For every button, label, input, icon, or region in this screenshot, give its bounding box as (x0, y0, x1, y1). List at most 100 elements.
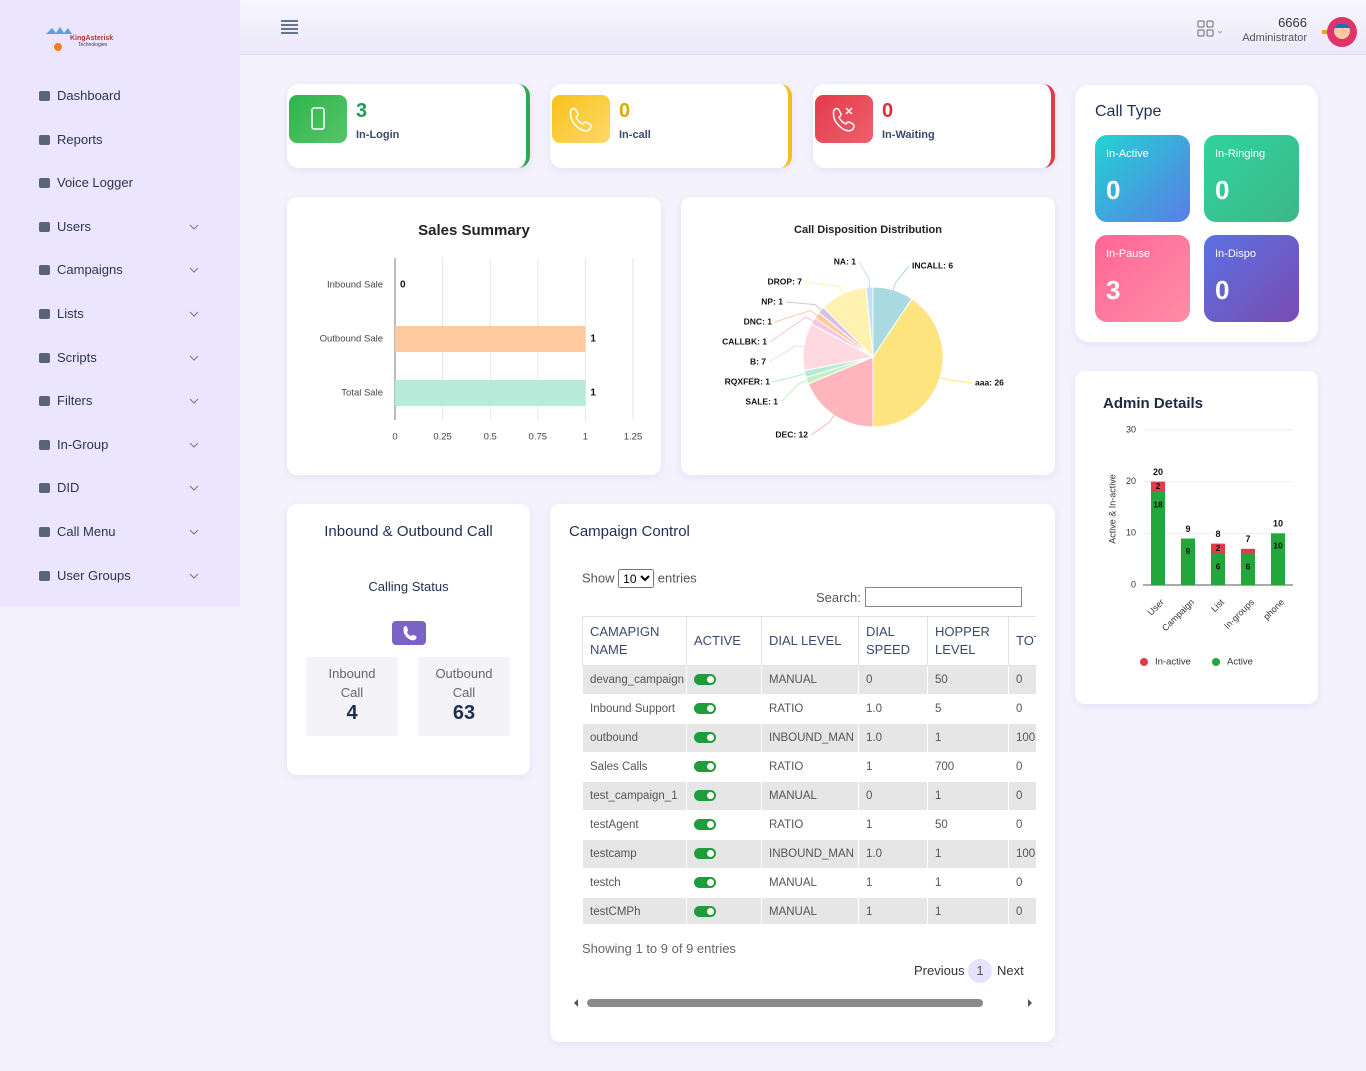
active-toggle[interactable] (694, 703, 716, 715)
stat-icon (289, 95, 347, 143)
table-cell: 100 (1008, 839, 1036, 869)
page-size-select[interactable]: 10 (618, 569, 655, 588)
column-header[interactable]: HOPPER LEVEL (927, 616, 1009, 666)
nav-icon (39, 483, 50, 494)
active-toggle[interactable] (694, 674, 716, 686)
nav-label: Voice Logger (57, 175, 133, 191)
table-cell: 1.0 (858, 839, 928, 869)
active-toggle[interactable] (694, 790, 716, 802)
column-header[interactable]: TOTAL LEADS (1008, 616, 1036, 666)
nav-icon (39, 178, 50, 189)
nav-item[interactable]: Voice Logger (38, 173, 208, 193)
nav-item[interactable]: Filters (38, 391, 208, 411)
nav-item[interactable]: Call Menu (38, 522, 208, 542)
nav-item[interactable]: Campaigns (38, 260, 208, 280)
active-toggle[interactable] (694, 848, 716, 860)
active-toggle[interactable] (694, 906, 716, 918)
next-button[interactable]: Next (997, 963, 1024, 978)
page-button[interactable]: 1 (968, 959, 992, 983)
length-control: Show 10 entries (582, 569, 697, 588)
call-type-tile: In-Ringing 0 (1204, 135, 1299, 222)
menu-button[interactable] (281, 20, 298, 34)
table-cell: RATIO (761, 810, 859, 840)
tile-value: 0 (1215, 275, 1230, 305)
nav-item[interactable]: Users (38, 217, 208, 237)
call-type-tile: In-Dispo 0 (1204, 235, 1299, 322)
table-info: Showing 1 to 9 of 9 entries (582, 941, 736, 956)
nav-item[interactable]: Lists (38, 304, 208, 324)
nav-item[interactable]: In-Group (38, 435, 208, 455)
scrollbar[interactable] (572, 996, 1034, 1010)
nav-label: Filters (57, 393, 93, 409)
nav-item[interactable]: User Groups (38, 566, 208, 586)
table-cell: MANUAL (761, 665, 859, 695)
card-subtitle: Calling Status (368, 579, 449, 594)
table-cell: test_campaign_1 (582, 781, 687, 811)
chevron (189, 486, 199, 492)
nav-icon-shape (39, 527, 50, 537)
table-row: Sales Calls RATIO 1 700 0 (582, 752, 1036, 782)
table-cell: 700 (927, 752, 1009, 782)
chevron (189, 311, 199, 317)
stat-value: 0 (619, 100, 631, 122)
column-header[interactable]: CAMAPIGN NAME (582, 616, 687, 666)
active-toggle[interactable] (694, 761, 716, 773)
call-button[interactable] (392, 621, 426, 645)
nav-label: Dashboard (57, 88, 121, 103)
prev-button[interactable]: Previous (914, 963, 965, 978)
nav-item[interactable]: DID (38, 478, 208, 498)
column-header[interactable]: DIAL LEVEL (761, 616, 859, 666)
nav-label: Scripts (57, 349, 97, 365)
search-input[interactable] (865, 587, 1022, 607)
card-title: Inbound & Outbound Call (324, 523, 493, 540)
inbound-outbound-card: Inbound & Outbound Call Calling Status I… (287, 504, 530, 775)
entries-label: entries (657, 570, 697, 586)
header-row: CAMAPIGN NAME ACTIVE DIAL LEVEL DIAL SPEED H… (582, 616, 1036, 666)
toggle-knob (707, 676, 714, 684)
card-title: Campaign Control (569, 523, 690, 540)
table-cell (686, 723, 762, 753)
nav-icon-shape (39, 134, 50, 145)
apps-icon[interactable] (1197, 20, 1225, 38)
table-cell: testcamp (582, 839, 687, 869)
nav-item[interactable]: Scripts (38, 348, 208, 368)
table-cell (686, 665, 762, 695)
nav-chevron (189, 398, 199, 404)
table-cell: Sales Calls (582, 752, 687, 782)
chevron (189, 224, 199, 230)
box-value: 4 (346, 702, 358, 724)
column-header[interactable]: ACTIVE (686, 616, 762, 666)
avatar[interactable] (1322, 16, 1358, 48)
table-cell: 100 (1008, 723, 1036, 753)
table-cell: MANUAL (761, 781, 859, 811)
active-toggle[interactable] (694, 732, 716, 744)
toggle-knob (707, 734, 714, 742)
table-cell: 0 (1008, 694, 1036, 724)
stat-label: In-Waiting (882, 129, 935, 141)
nav-icon (39, 309, 50, 319)
nav-item[interactable]: Dashboard (38, 86, 208, 106)
toggle-knob (707, 821, 714, 829)
chevron (189, 355, 199, 361)
active-toggle[interactable] (694, 877, 716, 889)
tile-label: In-Active (1106, 148, 1149, 160)
active-toggle[interactable] (694, 819, 716, 831)
tile-value: 3 (1106, 275, 1121, 305)
table-cell (686, 839, 762, 869)
chevron (189, 398, 199, 404)
card-title: Call Type (1095, 103, 1162, 120)
table-cell (686, 781, 762, 811)
table-cell: INBOUND_MAN (761, 723, 859, 753)
toggle-knob (707, 850, 714, 858)
nav-icon (39, 527, 50, 537)
header: 6666 Administrator (240, 0, 1366, 55)
sidebar: KingAsterisk Technologies Dashboard Repor… (0, 0, 240, 607)
nav-item[interactable]: Reports (38, 130, 208, 150)
logo-mark (46, 27, 72, 51)
table-cell: 0 (1008, 897, 1036, 924)
column-header[interactable]: DIAL SPEED (858, 616, 928, 666)
logo-tagline: Technologies (78, 42, 108, 48)
table-cell: 0 (858, 665, 928, 695)
stat-card: 0 In-call (550, 84, 792, 168)
nav-chevron (189, 355, 199, 361)
